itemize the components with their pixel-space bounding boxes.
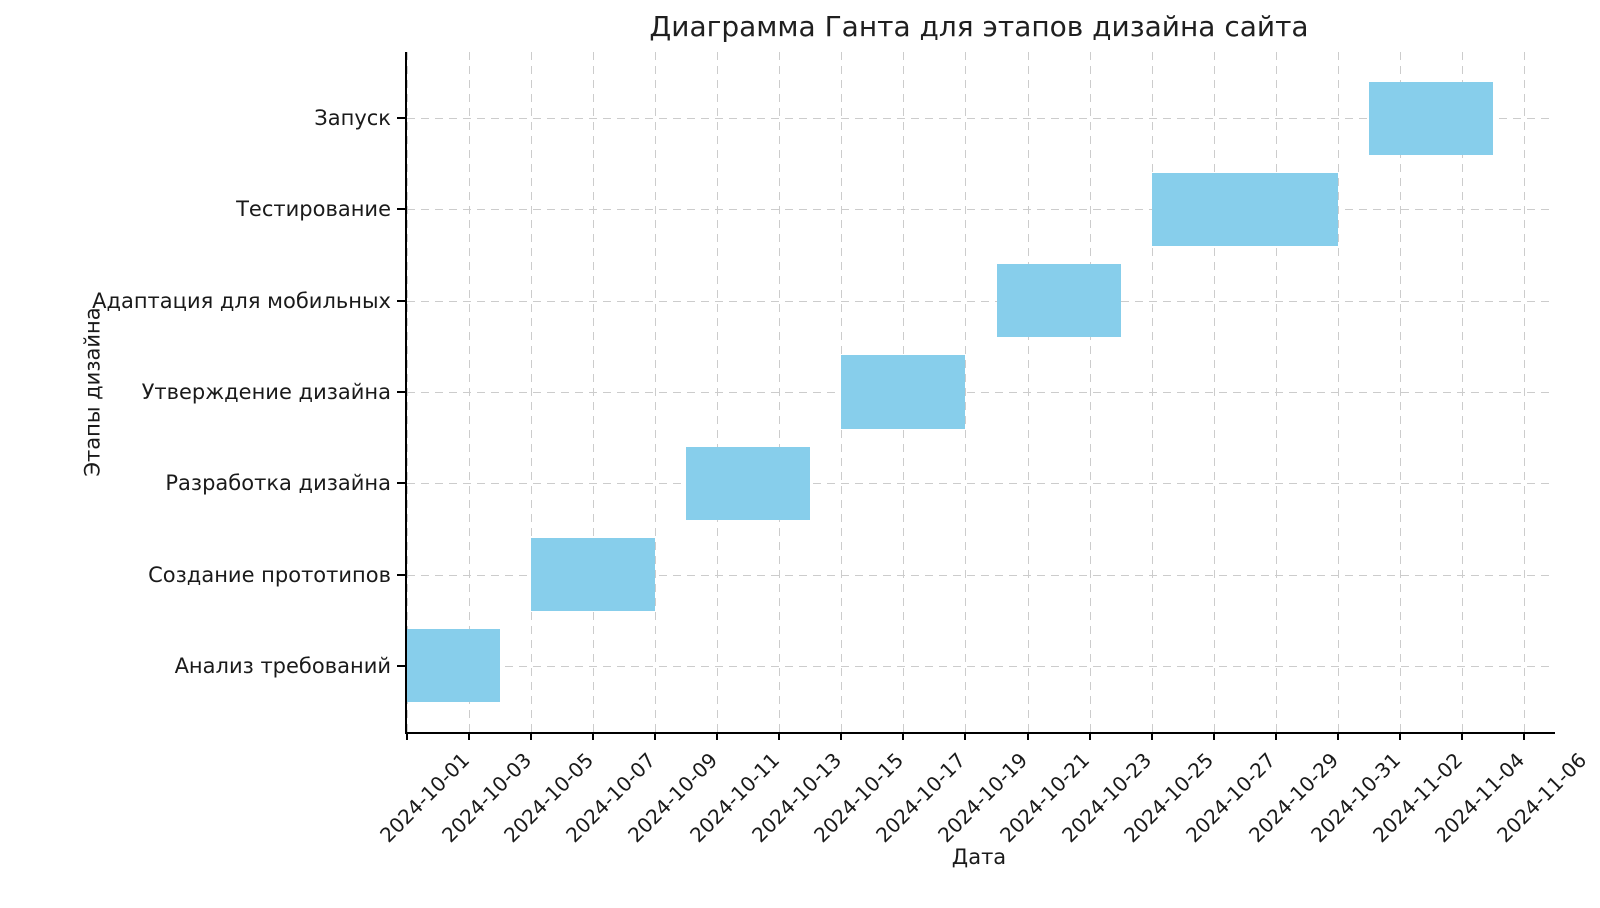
- x-tick-mark: [1212, 732, 1215, 740]
- gantt-bar: [841, 355, 966, 429]
- y-gridline: [407, 209, 1555, 211]
- y-tick-label: Разработка дизайна: [165, 471, 391, 496]
- gantt-bar: [407, 629, 501, 703]
- y-gridline: [407, 574, 1555, 576]
- y-gridline: [407, 483, 1555, 485]
- chart-title: Диаграмма Ганта для этапов дизайна сайта: [649, 10, 1309, 43]
- y-tick-mark: [397, 391, 405, 393]
- y-tick-mark: [397, 664, 405, 667]
- x-tick-mark: [654, 732, 657, 740]
- x-tick-mark: [902, 732, 905, 740]
- x-tick-mark: [1522, 732, 1525, 740]
- x-tick-mark: [1336, 732, 1339, 740]
- y-tick-mark: [397, 573, 405, 576]
- x-tick-mark: [1398, 732, 1401, 740]
- gantt-bar: [686, 446, 811, 520]
- y-tick-mark: [397, 299, 405, 302]
- y-gridline: [407, 665, 1555, 667]
- y-tick-mark: [397, 208, 405, 211]
- y-tick-label: Адаптация для мобильных: [92, 288, 391, 313]
- x-tick-mark: [716, 732, 719, 740]
- y-tick-label: Запуск: [314, 106, 391, 131]
- x-tick-mark: [964, 732, 967, 740]
- y-gridline: [407, 392, 1555, 393]
- x-tick-mark: [1274, 732, 1277, 740]
- x-tick-mark: [468, 732, 471, 740]
- gantt-bar: [996, 264, 1121, 338]
- x-axis-title: Дата: [951, 845, 1007, 869]
- gantt-bar: [1368, 81, 1493, 155]
- y-tick-mark: [397, 482, 405, 485]
- x-tick-mark: [1460, 732, 1463, 740]
- y-tick-label: Утверждение дизайна: [141, 380, 391, 404]
- y-tick-label: Тестирование: [236, 197, 391, 222]
- x-tick-mark: [592, 732, 595, 740]
- y-gridline: [407, 118, 1555, 120]
- x-tick-mark: [530, 732, 533, 740]
- plot-area: 2024-10-01 2024-10-03 2024-10-05 2024-10-07…: [375, 52, 1591, 847]
- y-tick-mark: [397, 117, 405, 120]
- x-tick-mark: [840, 732, 843, 740]
- x-tick-mark: [1150, 732, 1153, 740]
- y-tick-label: Создание прототипов: [148, 562, 391, 587]
- x-tick-mark: [778, 732, 781, 740]
- y-tick-label: Анализ требований: [174, 653, 391, 678]
- gantt-bar: [1151, 172, 1338, 246]
- x-tick-mark: [406, 732, 408, 740]
- x-tick-mark: [1088, 732, 1091, 740]
- y-gridline: [407, 300, 1555, 302]
- x-tick-mark: [1026, 732, 1029, 740]
- gantt-bar: [531, 538, 656, 612]
